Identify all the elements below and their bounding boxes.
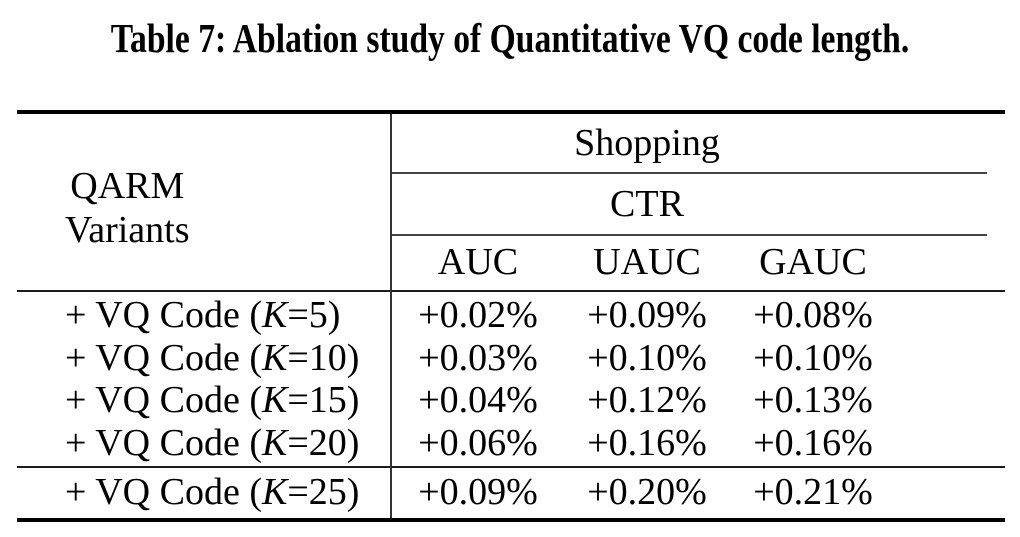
row-label-prefix: + VQ Code ( [65,379,262,421]
value-uauc: +0.12% [587,379,707,421]
value-gauc: +0.10% [753,337,873,379]
row-label-suffix: =20) [287,422,360,464]
variants-header-line1: QARM [70,165,185,207]
k-variable: K [262,337,288,379]
row-label-suffix: =5) [287,294,341,336]
value-auc: +0.02% [418,294,538,336]
k-variable: K [262,471,288,513]
table-caption: Table 7: Ablation study of Quantitative … [110,15,910,61]
last-row-separator-rule [17,466,1005,468]
value-gauc: +0.21% [753,471,873,513]
k-variable: K [262,422,288,464]
row-label-prefix: + VQ Code ( [65,294,262,336]
row-label: + VQ Code (K=25) [65,469,359,515]
column-divider-line [390,114,392,518]
value-uauc: +0.09% [587,294,707,336]
header-mid-rule [17,290,1005,292]
row-label-suffix: =25) [287,471,360,513]
value-uauc: +0.20% [587,471,707,513]
value-gauc: +0.08% [753,294,873,336]
row-label-prefix: + VQ Code ( [65,471,262,513]
k-variable: K [262,294,288,336]
row-label-prefix: + VQ Code ( [65,422,262,464]
table-row-k5: + VQ Code (K=5) +0.02% +0.09% +0.08% [17,293,1005,337]
value-gauc: +0.16% [753,422,873,464]
value-auc: +0.03% [418,337,538,379]
ablation-table: QARM Variants Shopping CTR AUC UAUC GAUC… [17,110,1005,522]
k-variable: K [262,379,288,421]
value-uauc: +0.16% [587,422,707,464]
value-uauc: +0.10% [587,337,707,379]
table-row-k20: + VQ Code (K=20) +0.06% +0.16% +0.16% [17,421,1005,466]
value-auc: +0.04% [418,379,538,421]
ctr-underline-rule [392,234,987,236]
table-row-k10: + VQ Code (K=10) +0.03% +0.10% +0.10% [17,337,1005,379]
shopping-underline-rule [392,172,987,174]
value-auc: +0.09% [418,471,538,513]
row-label: + VQ Code (K=10) [65,337,359,379]
subgroup-header-ctr: CTR [610,183,684,225]
row-label-prefix: + VQ Code ( [65,337,262,379]
row-label: + VQ Code (K=20) [65,421,359,466]
row-label-suffix: =15) [287,379,360,421]
group-header-shopping: Shopping [574,122,720,164]
table-row-k15: + VQ Code (K=15) +0.04% +0.12% +0.13% [17,379,1005,421]
metric-header-uauc: UAUC [593,241,701,283]
value-auc: +0.06% [418,422,538,464]
variants-header: QARM Variants [65,164,190,252]
table-bottom-rule [17,518,1005,522]
row-label: + VQ Code (K=15) [65,379,359,421]
table-row-k25: + VQ Code (K=25) +0.09% +0.20% +0.21% [17,469,1005,515]
metric-header-gauc: GAUC [759,241,867,283]
metric-header-auc: AUC [437,241,519,283]
row-label: + VQ Code (K=5) [65,293,340,337]
row-label-suffix: =10) [287,337,360,379]
variants-header-line2: Variants [65,209,190,251]
value-gauc: +0.13% [753,379,873,421]
table-top-rule [17,110,1005,114]
